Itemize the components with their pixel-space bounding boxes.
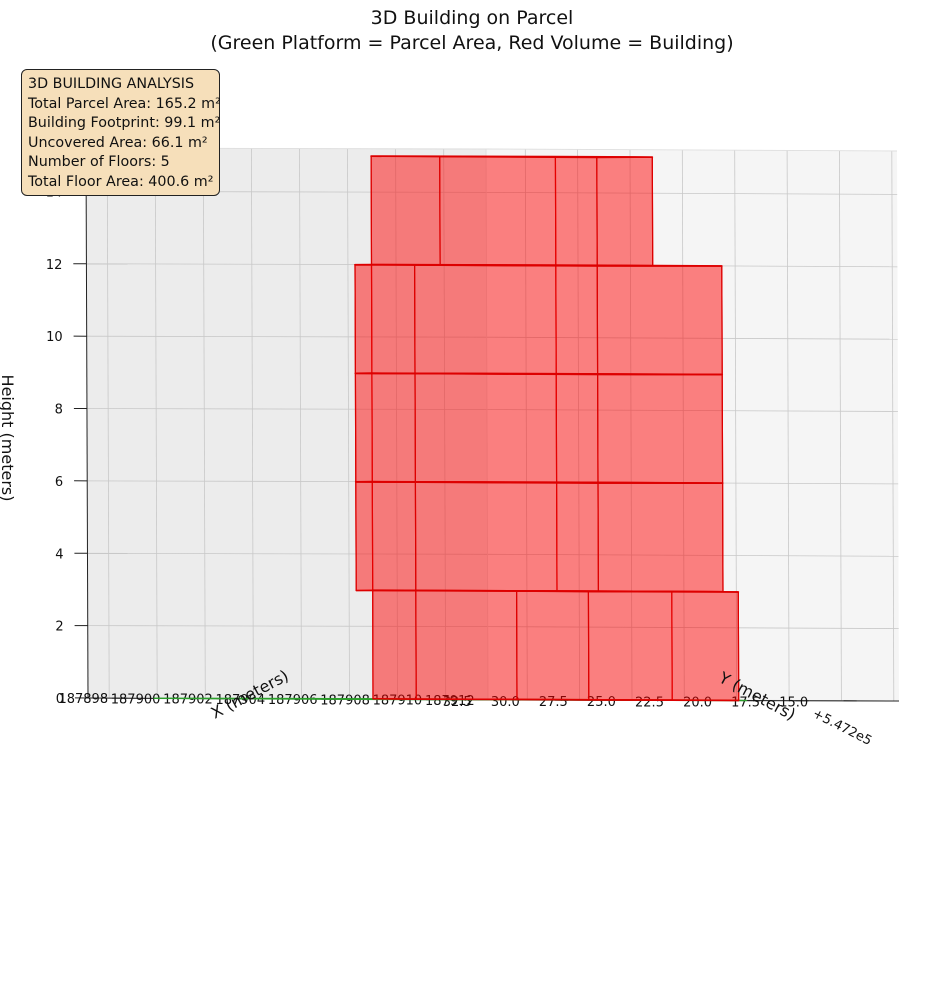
building-floor-5-wall — [596, 156, 654, 267]
y-tick-label: 15.0 — [779, 696, 808, 711]
axes-panes — [86, 148, 899, 701]
analysis-info-box: 3D BUILDING ANALYSIS Total Parcel Area: … — [21, 69, 221, 196]
pane-edge — [485, 148, 489, 700]
info-line-floors: Number of Floors: 5 — [28, 154, 170, 170]
info-heading: 3D BUILDING ANALYSIS — [28, 76, 195, 92]
building-floor-1-wall — [415, 589, 518, 701]
building-floor-2-wall — [355, 481, 417, 592]
info-line-footprint: Building Footprint: 99.1 m² — [28, 115, 221, 131]
z-tick-label: 8 — [55, 403, 63, 418]
y-tick-label: 20.0 — [683, 695, 712, 710]
grid-line-z — [87, 625, 488, 627]
axes-tick-labels: 187898 187900 187902 187904 187906 187908 1879… — [46, 185, 875, 749]
z-axis-line — [85, 147, 89, 699]
grid-line-y — [106, 148, 110, 699]
info-line-parcel-area: Total Parcel Area: 165.2 m² — [28, 95, 221, 112]
z-axis-label: Height (meters) — [0, 375, 17, 502]
z-tick-label: 10 — [46, 330, 63, 345]
x-tick-label: 187908 — [320, 693, 370, 708]
z-tick-label: 0 — [56, 692, 64, 707]
x-tick-label: 187898 — [58, 692, 108, 707]
building-floor-5-roof — [370, 155, 654, 159]
grid-line-z — [486, 409, 898, 412]
grid-line-z — [87, 552, 488, 555]
grid-line-y — [202, 148, 206, 699]
grid-line-z — [487, 553, 899, 557]
y-back-pane — [86, 148, 488, 699]
grid-line-x — [839, 150, 842, 701]
x-tick-label: 187900 — [111, 692, 161, 707]
building-floor-4-wall — [596, 265, 723, 376]
x-tick-label: 187904 — [215, 693, 265, 708]
building-floor-4-roof — [354, 263, 723, 267]
x-tick-label: 187912 — [425, 694, 475, 709]
z-tick-label: 6 — [55, 475, 63, 490]
z-tick-label: 2 — [55, 620, 63, 635]
building-floor-5-wall — [439, 155, 598, 267]
building-floor-3-wall — [354, 372, 416, 483]
x-tick-label: 187906 — [268, 693, 318, 708]
grid-line-y — [299, 148, 302, 699]
building-floor-3-wall — [414, 372, 599, 484]
chart-title: 3D Building on Parcel — [370, 7, 574, 29]
grid-line-x — [524, 149, 528, 700]
grid-line-x — [786, 150, 790, 701]
grid-line-z — [486, 191, 898, 195]
building-floor-1-wall — [515, 590, 590, 701]
x-tick-label: 187902 — [163, 693, 213, 708]
x-tick-label: 187910 — [373, 694, 423, 709]
building-floor-4-wall — [354, 264, 416, 375]
grid-line-x — [629, 149, 633, 700]
info-line-floor-area: Total Floor Area: 400.6 m² — [28, 173, 214, 190]
grid-line-y — [395, 148, 399, 699]
grid-line-y — [347, 148, 350, 699]
x-back-pane — [486, 149, 899, 701]
grid-line-x — [891, 150, 895, 702]
building-floor-1-wall — [372, 589, 417, 700]
grid-line-x — [681, 149, 685, 701]
y-offset-text: +5.472e5 — [810, 706, 874, 749]
chart-3d-objects — [153, 155, 748, 702]
building-floor-3-roof — [354, 372, 724, 376]
building-floor-2-wall — [597, 482, 724, 593]
building-floor-2-roof — [354, 480, 724, 485]
building-floor-2-wall — [414, 481, 600, 593]
grid-line-z — [86, 408, 487, 410]
grid-line-y — [443, 148, 447, 699]
info-line-uncovered: Uncovered Area: 66.1 m² — [28, 134, 208, 151]
grid-line-z — [486, 336, 898, 340]
building-floor-3-wall — [596, 373, 724, 484]
pane-edge — [485, 148, 898, 152]
grid-line-x — [577, 149, 580, 700]
grid-line-z — [86, 335, 487, 338]
z-tick-label: 4 — [55, 547, 63, 562]
building-floor-5-wall — [370, 155, 441, 266]
grid-line-x — [734, 150, 738, 701]
grid-line-y — [154, 148, 158, 699]
grid-line-y — [250, 148, 254, 699]
z-tick-label: 12 — [46, 258, 63, 273]
y-tick-label: 25.0 — [587, 695, 616, 710]
grid-line-z — [487, 626, 899, 629]
chart-subtitle: (Green Platform = Parcel Area, Red Volum… — [210, 32, 734, 54]
y-tick-label: 22.5 — [635, 695, 664, 710]
building-floor-4-wall — [414, 264, 599, 375]
building-floor-1-roof — [371, 589, 740, 593]
